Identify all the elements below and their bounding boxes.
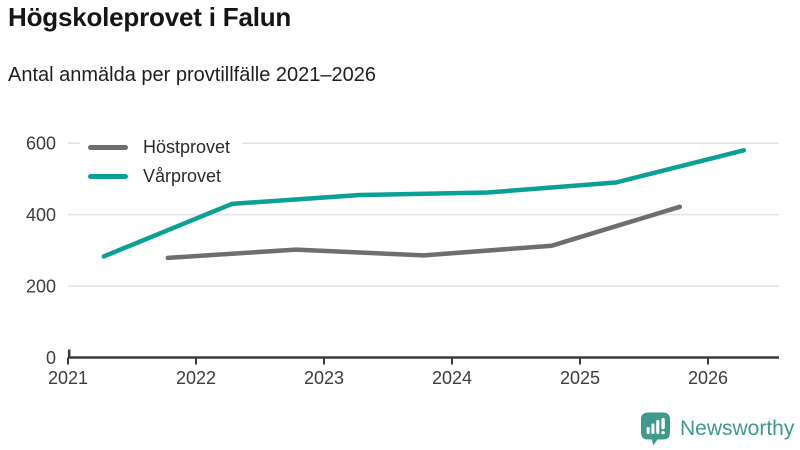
legend-item-varprovet: Vårprovet [80, 164, 243, 188]
y-tick-label-0: 0 [46, 348, 56, 368]
newsworthy-icon [641, 412, 670, 446]
y-tick-label-400: 400 [26, 205, 56, 225]
legend: Höstprovet Vårprovet [80, 135, 243, 188]
y-tick-label-200: 200 [26, 277, 56, 297]
legend-item-hostprovet: Höstprovet [80, 135, 243, 159]
x-tick-label-2024: 2024 [432, 368, 472, 388]
hostprovet-line-swatch [88, 144, 128, 150]
legend-label-hostprovet: Höstprovet [143, 136, 231, 157]
y-tick-label-600: 600 [26, 134, 56, 154]
varprovet-line-swatch [88, 173, 128, 179]
chart-subtitle: Antal anmälda per provtillfälle 2021–202… [8, 64, 377, 86]
x-tick-label-2026: 2026 [688, 368, 728, 388]
legend-label-varprovet: Vårprovet [143, 165, 222, 186]
chart-title: Högskoleprovet i Falun [8, 2, 292, 32]
x-tick-label-2025: 2025 [560, 368, 600, 388]
line-hostprovet [165, 204, 683, 261]
newsworthy-wordmark: Newsworthy [680, 417, 795, 440]
line-varprovet [101, 148, 747, 259]
x-tick-label-2021: 2021 [48, 368, 88, 388]
x-tick-label-2023: 2023 [304, 368, 344, 388]
x-tick-label-2022: 2022 [176, 368, 216, 388]
newsworthy-logo-link[interactable]: Newsworthy [641, 412, 794, 446]
